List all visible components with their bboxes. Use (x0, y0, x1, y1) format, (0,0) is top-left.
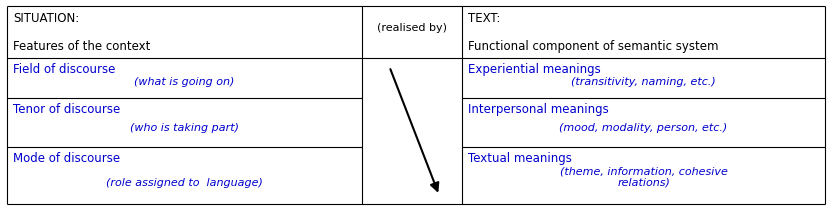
Text: (transitivity, naming, etc.): (transitivity, naming, etc.) (572, 77, 716, 87)
Text: Field of discourse: Field of discourse (13, 63, 116, 76)
Text: Mode of discourse: Mode of discourse (13, 152, 121, 165)
Text: (theme, information, cohesive
relations): (theme, information, cohesive relations) (560, 166, 727, 188)
Text: (realised by): (realised by) (377, 23, 447, 33)
Text: (who is taking part): (who is taking part) (130, 123, 239, 133)
Text: TEXT:: TEXT: (468, 12, 501, 26)
Text: (what is going on): (what is going on) (134, 77, 235, 87)
Text: Experiential meanings: Experiential meanings (468, 63, 602, 76)
Text: Tenor of discourse: Tenor of discourse (13, 103, 121, 116)
Text: Interpersonal meanings: Interpersonal meanings (468, 103, 609, 116)
Text: Textual meanings: Textual meanings (468, 152, 572, 165)
Text: SITUATION:: SITUATION: (13, 12, 80, 26)
Text: Features of the context: Features of the context (13, 40, 151, 53)
Text: (role assigned to  language): (role assigned to language) (106, 178, 263, 188)
Text: Functional component of semantic system: Functional component of semantic system (468, 40, 719, 53)
Text: (mood, modality, person, etc.): (mood, modality, person, etc.) (559, 123, 728, 133)
